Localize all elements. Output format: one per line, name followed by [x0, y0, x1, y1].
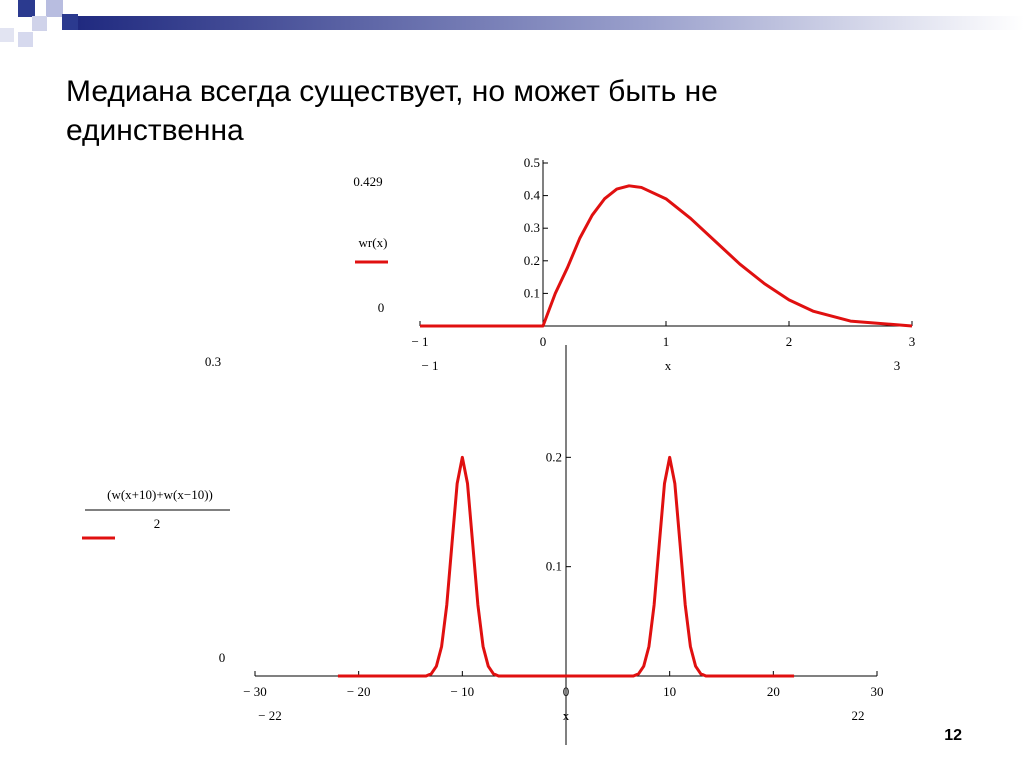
range-label: 22 [852, 708, 865, 723]
x-tick-label: 0 [540, 334, 547, 349]
x-tick-label: − 30 [243, 684, 267, 699]
header-decoration [0, 0, 1024, 47]
y-axis-label: (w(x+10)+w(x−10)) [107, 487, 213, 502]
range-label: − 1 [421, 358, 438, 373]
y-tick-label: 0.5 [524, 155, 540, 170]
y-tick-label: 0.2 [546, 449, 562, 464]
y-tick-label: 0.2 [524, 253, 540, 268]
x-tick-label: 1 [663, 334, 670, 349]
x-tick-label: 2 [786, 334, 793, 349]
x-tick-label: 3 [909, 334, 916, 349]
x-tick-label: − 20 [347, 684, 371, 699]
range-label: 0 [219, 650, 226, 665]
y-axis-label: 2 [154, 516, 161, 531]
slide-title: единственна [66, 114, 244, 147]
x-tick-label: − 1 [411, 334, 428, 349]
range-label: − 22 [258, 708, 282, 723]
range-label: 3 [894, 358, 901, 373]
x-tick-label: 0 [563, 684, 570, 699]
x-tick-label: 10 [663, 684, 676, 699]
curve [337, 455, 795, 678]
range-label: 0 [378, 300, 385, 315]
range-label: 0.429 [353, 174, 382, 189]
y-tick-label: 0.3 [524, 220, 540, 235]
x-tick-label: − 10 [451, 684, 475, 699]
page-number: 12 [944, 727, 962, 744]
y-axis-label: wr(x) [359, 235, 388, 250]
y-tick-label: 0.1 [524, 285, 540, 300]
x-axis-label: x [563, 708, 570, 723]
slide-title: Медиана всегда существует, но может быть… [66, 75, 718, 108]
x-tick-label: 20 [767, 684, 780, 699]
y-tick-label: 0.4 [524, 188, 541, 203]
y-tick-label: 0.1 [546, 559, 562, 574]
curve [420, 184, 913, 328]
x-axis-label: x [665, 358, 672, 373]
x-tick-label: 30 [871, 684, 884, 699]
range-label: 0.3 [205, 354, 221, 369]
